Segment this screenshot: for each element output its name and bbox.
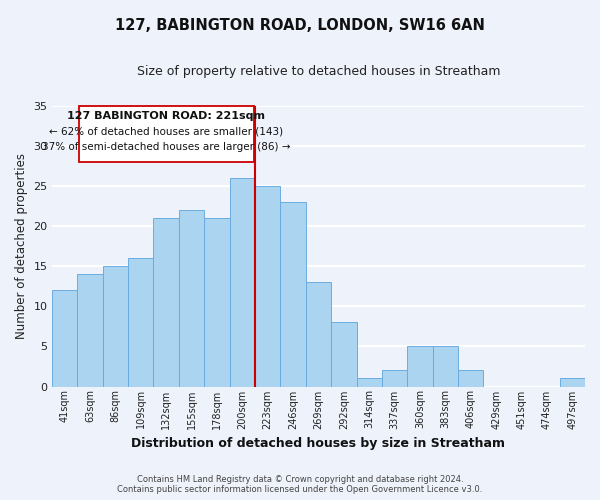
Bar xyxy=(306,282,331,387)
Bar xyxy=(77,274,103,386)
Bar xyxy=(79,106,254,162)
Bar xyxy=(407,346,433,387)
Bar xyxy=(154,218,179,386)
Bar xyxy=(356,378,382,386)
Text: 37% of semi-detached houses are larger (86) →: 37% of semi-detached houses are larger (… xyxy=(42,142,290,152)
Y-axis label: Number of detached properties: Number of detached properties xyxy=(15,153,28,339)
Bar xyxy=(230,178,255,386)
Text: Contains public sector information licensed under the Open Government Licence v3: Contains public sector information licen… xyxy=(118,484,482,494)
Bar xyxy=(103,266,128,386)
Text: ← 62% of detached houses are smaller (143): ← 62% of detached houses are smaller (14… xyxy=(49,126,283,136)
Bar xyxy=(382,370,407,386)
Bar xyxy=(179,210,204,386)
Bar xyxy=(204,218,230,386)
Title: Size of property relative to detached houses in Streatham: Size of property relative to detached ho… xyxy=(137,65,500,78)
Bar xyxy=(560,378,585,386)
Bar xyxy=(255,186,280,386)
Bar xyxy=(433,346,458,387)
Bar xyxy=(128,258,154,386)
Bar xyxy=(331,322,356,386)
Bar xyxy=(458,370,484,386)
X-axis label: Distribution of detached houses by size in Streatham: Distribution of detached houses by size … xyxy=(131,437,505,450)
Bar xyxy=(52,290,77,386)
Text: 127 BABINGTON ROAD: 221sqm: 127 BABINGTON ROAD: 221sqm xyxy=(67,111,265,121)
Bar xyxy=(280,202,306,386)
Text: 127, BABINGTON ROAD, LONDON, SW16 6AN: 127, BABINGTON ROAD, LONDON, SW16 6AN xyxy=(115,18,485,32)
Text: Contains HM Land Registry data © Crown copyright and database right 2024.: Contains HM Land Registry data © Crown c… xyxy=(137,475,463,484)
